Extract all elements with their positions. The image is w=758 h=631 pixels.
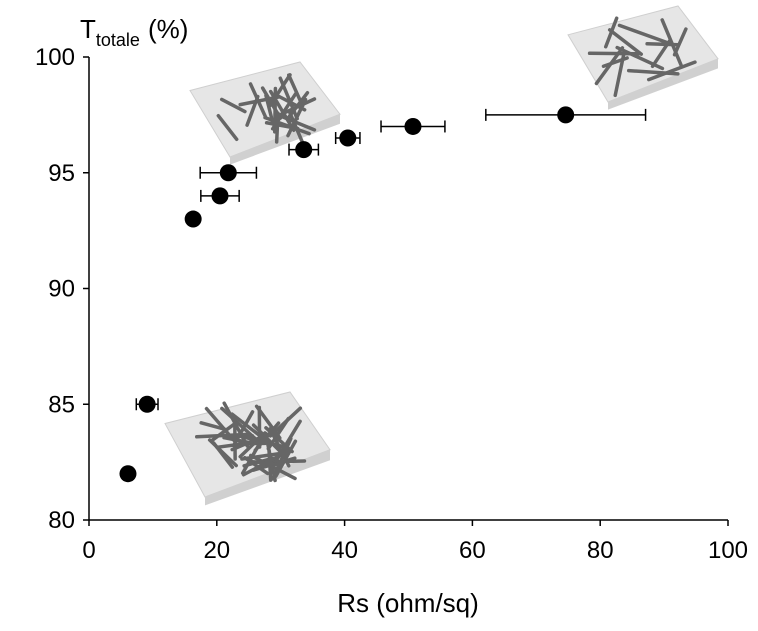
inset-wire — [277, 113, 317, 132]
inset-wire — [274, 439, 298, 478]
inset-wire — [286, 91, 310, 120]
point — [184, 210, 202, 228]
y-tick-label: 80 — [48, 507, 75, 534]
inset-wire — [270, 436, 293, 481]
point — [211, 187, 229, 205]
inset-wire — [219, 97, 247, 114]
inset-wire — [650, 39, 672, 69]
x-tick-label: 60 — [459, 537, 486, 564]
y-tick-label: 95 — [48, 160, 75, 187]
inset-wire — [230, 432, 271, 452]
x-tick-label: 100 — [708, 537, 748, 564]
y-tick-label: 100 — [35, 44, 75, 71]
inset-wire — [199, 421, 227, 431]
inset-wire — [216, 113, 239, 142]
x-tick-label: 80 — [587, 537, 614, 564]
y-axis-unit: (%) — [148, 14, 188, 44]
y-tick-label: 90 — [48, 276, 75, 303]
inset-side — [205, 449, 330, 506]
point — [219, 164, 237, 182]
inset-wire — [266, 416, 291, 451]
inset-wire — [263, 115, 311, 136]
point — [138, 395, 156, 413]
point — [404, 117, 422, 135]
inset-wire — [240, 450, 290, 461]
inset-wire — [607, 28, 643, 56]
x-tick-label: 0 — [82, 537, 95, 564]
point — [119, 465, 137, 483]
point — [557, 106, 575, 124]
inset — [189, 61, 341, 165]
y-tick-label: 85 — [48, 391, 75, 418]
inset-wire — [660, 18, 683, 67]
inset-wire — [207, 438, 238, 468]
inset-base — [189, 61, 341, 158]
inset-side — [230, 114, 340, 165]
inset-wire — [274, 111, 280, 144]
inset-wire — [220, 406, 261, 444]
plot-area: 80 85 90 95 100 0 20 40 60 80 100 — [35, 44, 748, 564]
inset-wire — [245, 94, 260, 127]
inset — [567, 5, 719, 110]
inset-wire — [601, 56, 629, 68]
y-axis-subscript: totale — [96, 30, 140, 50]
inset-wire — [260, 86, 283, 120]
inset-side — [608, 58, 718, 110]
x-tick-label: 20 — [203, 537, 230, 564]
inset-wire — [617, 23, 669, 45]
inset-wire — [267, 73, 292, 108]
x-tick-label: 40 — [331, 537, 358, 564]
inset — [164, 391, 331, 506]
x-axis-title: Rs (ohm/sq) — [337, 588, 479, 618]
point — [339, 129, 357, 147]
illustrations — [164, 5, 719, 506]
y-axis-symbol: T — [80, 14, 96, 44]
inset-wire — [646, 60, 697, 82]
point — [295, 141, 313, 159]
y-axis-title: Ttotale (%) — [80, 14, 188, 50]
inset-wire — [626, 68, 680, 76]
inset-wire — [230, 412, 267, 441]
inset-wire — [210, 422, 236, 442]
